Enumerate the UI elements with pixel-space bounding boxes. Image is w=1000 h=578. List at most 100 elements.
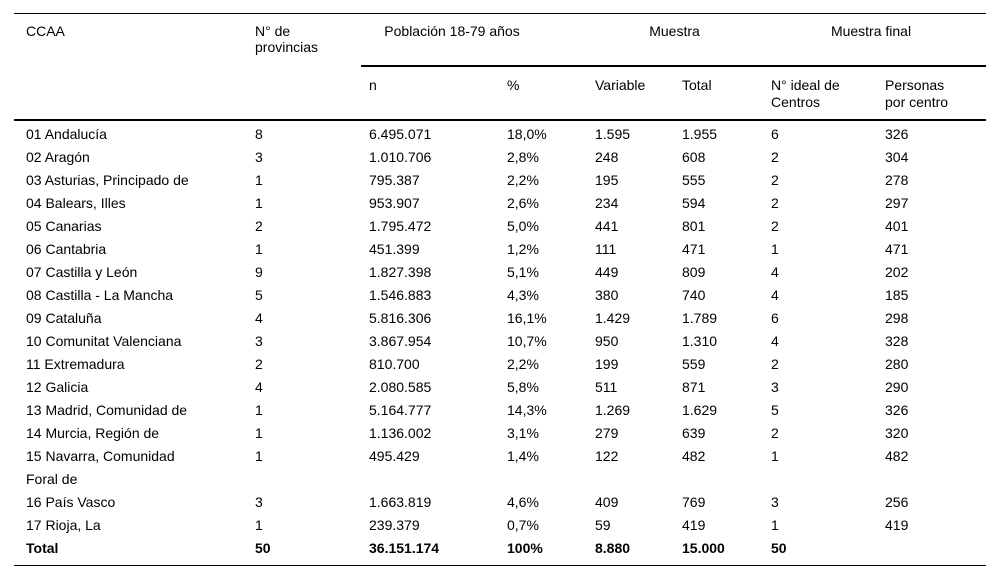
table-cell: 1.629 (682, 401, 718, 418)
table-cell: 555 (682, 171, 706, 188)
table-cell: 5,8% (507, 378, 539, 395)
column-header-ideal-centers: N° ideal de Centros (770, 65, 884, 121)
table-cell: 1,4% (507, 447, 539, 464)
table-cell: 3 (771, 378, 779, 395)
table-cell: 11 Extremadura (26, 355, 125, 372)
table-cell: 8 (255, 125, 263, 142)
table-cell: 326 (885, 125, 909, 142)
table-cell: 16 País Vasco (26, 493, 116, 510)
table-cell: 50 (255, 539, 271, 556)
table-cell: 1,2% (507, 240, 539, 257)
table-cell: 1.955 (682, 125, 718, 142)
table-total-row: Total 50 36.151.174 100% 8.880 15.000 50 (14, 537, 986, 566)
table-cell: 06 Cantabria (26, 240, 107, 257)
table-cell: 3 (255, 493, 263, 510)
table-cell: 1.827.398 (369, 263, 432, 280)
table-cell: 07 Castilla y León (26, 263, 138, 280)
table-cell: 02 Aragón (26, 148, 90, 165)
table-cell: 2,2% (507, 355, 539, 372)
table-cell: 1 (255, 240, 263, 257)
table-cell: 471 (682, 240, 706, 257)
table-cell: 1 (255, 171, 263, 188)
table-cell: 278 (885, 171, 909, 188)
table-cell: 6 (771, 125, 779, 142)
table-cell: 36.151.174 (369, 539, 440, 556)
column-group-final-sample: Muestra final (770, 13, 987, 67)
table-cell: 248 (595, 148, 619, 165)
table-cell: 769 (682, 493, 706, 510)
table-cell: 3 (771, 493, 779, 510)
table-cell: 2 (771, 217, 779, 234)
table-cell: 4 (255, 378, 263, 395)
table-cell: 1.663.819 (369, 493, 432, 510)
table-cell: 14,3% (507, 401, 547, 418)
table-cell: 5.816.306 (369, 309, 432, 326)
header-group-row: CCAA N° de provincias Población 18-79 añ… (14, 13, 987, 121)
table-cell: 5,0% (507, 217, 539, 234)
table-cell: 05 Canarias (26, 217, 102, 234)
table-cell: 1.136.002 (369, 424, 432, 441)
table-cell: 4 (255, 309, 263, 326)
table-cell: 482 (885, 447, 909, 464)
table-cell: 5 (255, 286, 263, 303)
table-cell: 449 (595, 263, 619, 280)
header-sub-row: n % Variable Total N° ideal de Centros P… (14, 65, 987, 121)
table-row: 11 Extremadura 2 810.700 2,2% 199 559 2 280 (14, 353, 986, 376)
table-cell: 639 (682, 424, 706, 441)
table-cell: 195 (595, 171, 619, 188)
table-cell: 59 (595, 516, 611, 533)
table-cell: 17 Rioja, La (26, 516, 101, 533)
table-cell: 4,6% (507, 493, 539, 510)
table-cell: 1 (255, 424, 263, 441)
table-cell: 4,3% (507, 286, 539, 303)
table-cell: 2,6% (507, 194, 539, 211)
table-row: 02 Aragón 3 1.010.706 2,8% 248 608 2 304 (14, 146, 986, 169)
column-header-ccaa: CCAA (14, 13, 255, 121)
table-cell: 1.310 (682, 332, 718, 349)
table-cell: 2 (771, 194, 779, 211)
column-header-persons-per-center: Personas por centro (883, 65, 987, 121)
table-cell: 8.880 (595, 539, 631, 556)
table-row: 05 Canarias 2 1.795.472 5,0% 441 801 2 401 (14, 215, 986, 238)
sampling-table: CCAA N° de provincias Población 18-79 añ… (14, 13, 987, 566)
table-cell: 419 (885, 516, 909, 533)
table-cell: 326 (885, 401, 909, 418)
table-cell: 1.789 (682, 309, 718, 326)
table-header: CCAA N° de provincias Población 18-79 añ… (14, 13, 987, 121)
column-header-variable: Variable (593, 65, 680, 121)
table-cell: 10,7% (507, 332, 547, 349)
table-cell: 10 Comunitat Valenciana (26, 332, 182, 349)
table-cell: 08 Castilla - La Mancha (26, 286, 174, 303)
table-cell: 1.429 (595, 309, 631, 326)
column-header-n: n (361, 65, 505, 121)
table-cell: 559 (682, 355, 706, 372)
table-cell: 801 (682, 217, 706, 234)
column-header-percent: % (505, 65, 593, 121)
table-cell: 482 (682, 447, 706, 464)
table-cell: 03 Asturias, Principado de (26, 171, 189, 188)
table-row: 16 País Vasco 3 1.663.819 4,6% 409 769 3 256 (14, 491, 986, 514)
table-cell: 297 (885, 194, 909, 211)
table-cell: 6.495.071 (369, 125, 432, 142)
table-cell: 810.700 (369, 355, 420, 372)
table-cell: 15 Navarra, Comunidad Foral de (26, 447, 175, 487)
table-cell: 495.429 (369, 447, 420, 464)
table-cell: 419 (682, 516, 706, 533)
table-cell: 01 Andalucía (26, 125, 107, 142)
table-cell: 1.546.883 (369, 286, 432, 303)
table-row: 06 Cantabria 1 451.399 1,2% 111 471 1 471 (14, 238, 986, 261)
table-cell: 202 (885, 263, 909, 280)
table-cell: 122 (595, 447, 619, 464)
table-cell: 1 (255, 194, 263, 211)
table-cell: 608 (682, 148, 706, 165)
table-cell: 5.164.777 (369, 401, 432, 418)
table-cell: 328 (885, 332, 909, 349)
table-cell (883, 537, 986, 566)
table-cell: 1.595 (595, 125, 631, 142)
table-cell: 15.000 (682, 539, 725, 556)
table-cell: 740 (682, 286, 706, 303)
table-cell: 234 (595, 194, 619, 211)
table-cell: 4 (771, 286, 779, 303)
table-cell: 3 (255, 332, 263, 349)
